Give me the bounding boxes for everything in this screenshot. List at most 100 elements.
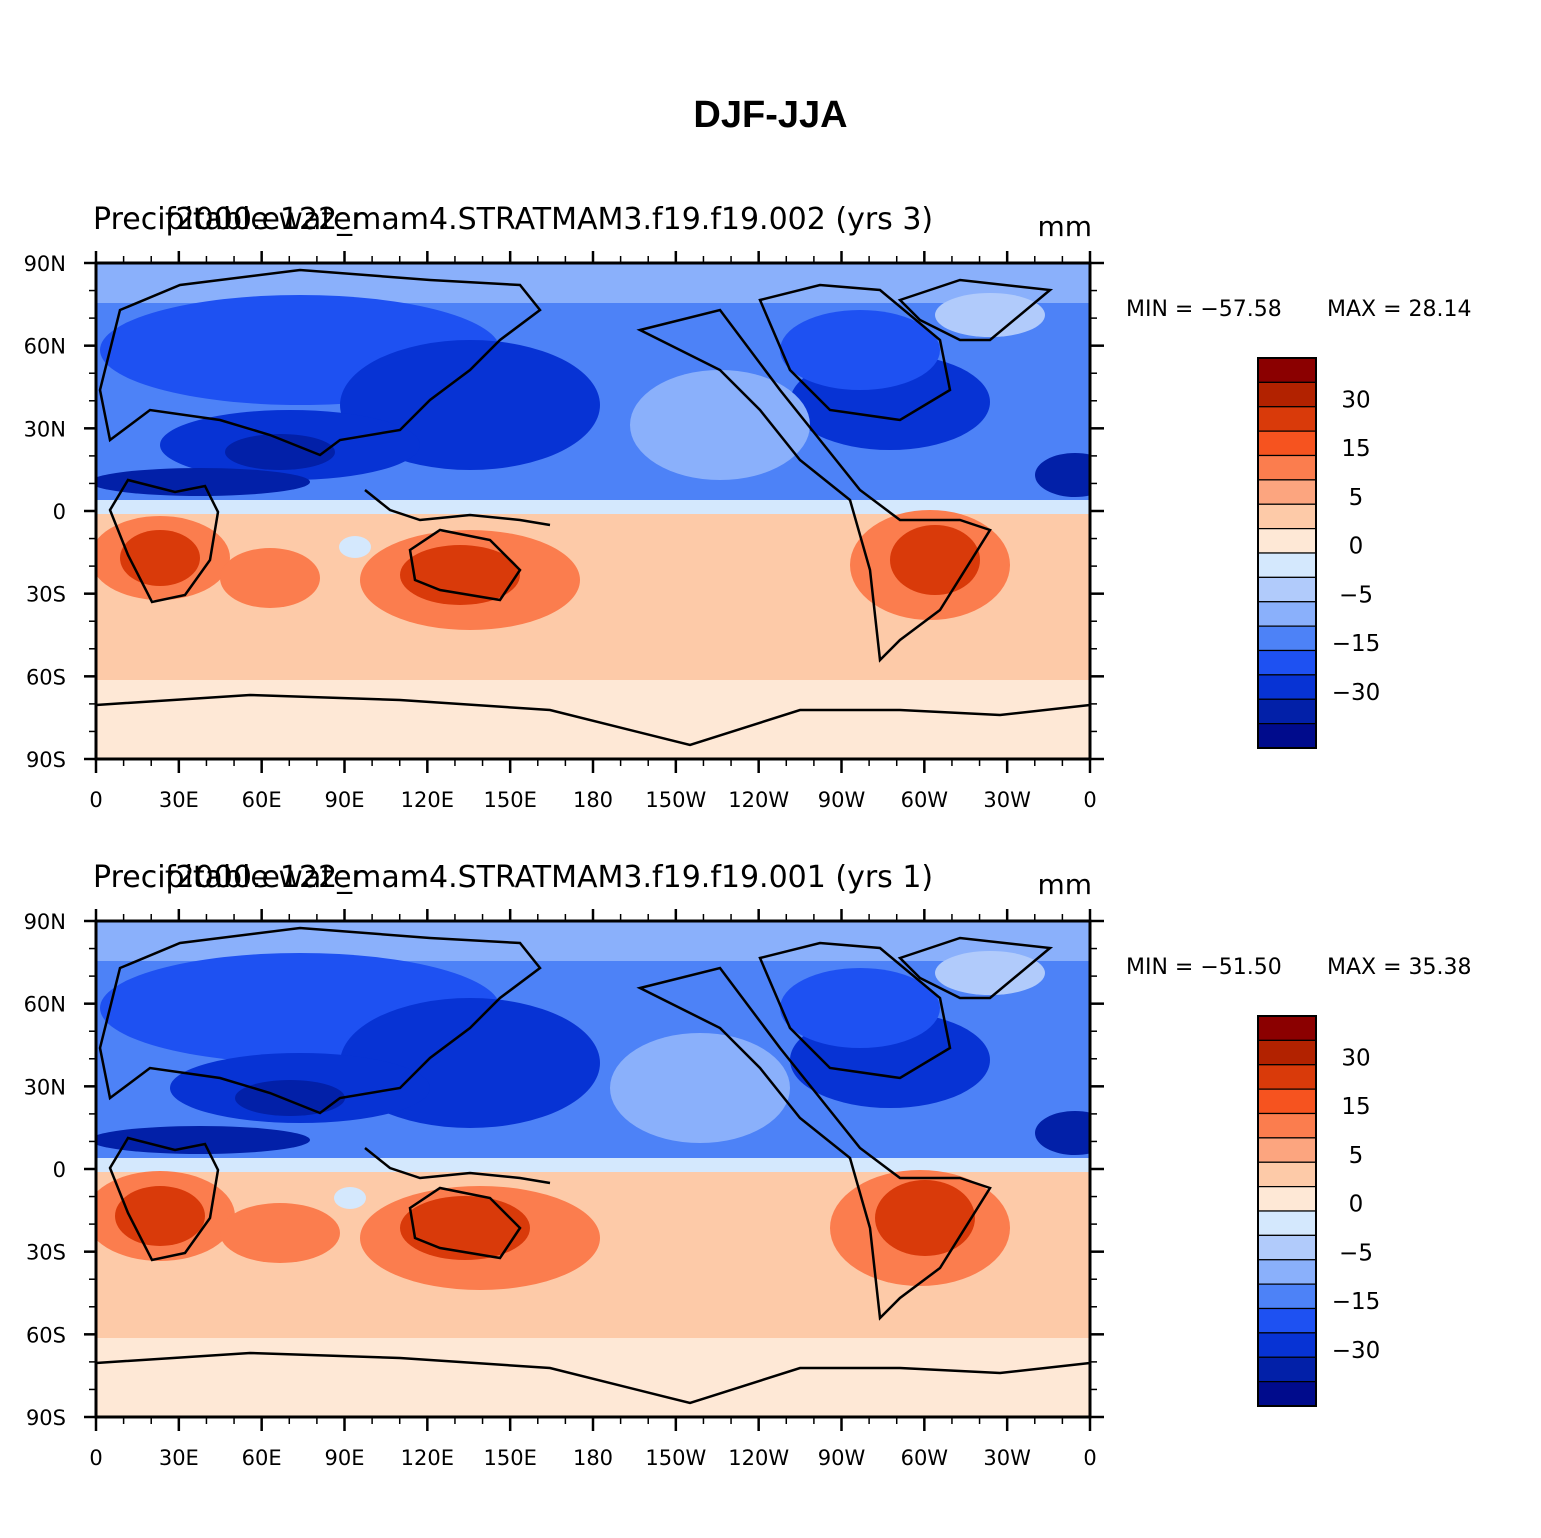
lat-tick-label: 90S [26, 1406, 66, 1430]
colorbar-box [1257, 1039, 1317, 1066]
colorbar-box [1257, 1283, 1317, 1310]
lon-tick-label: 60E [242, 1446, 282, 1470]
lon-tick-label: 30E [159, 1446, 199, 1470]
lat-tick-label: 60S [26, 665, 66, 689]
colorbar-box [1257, 1088, 1317, 1115]
longitude-axis: 0 30E 60E 90E 120E 150E 180 150W 120W 90W 60W 30W 0 [89, 909, 1097, 1470]
colorbar-box [1257, 1356, 1317, 1383]
lat-tick-label: 90S [26, 748, 66, 772]
colorbar-box [1257, 1112, 1317, 1139]
colorbar-label: 30 [1341, 1045, 1370, 1071]
lon-tick-label: 60W [901, 1446, 949, 1470]
colorbar-box [1257, 1381, 1317, 1407]
colorbar-box [1257, 649, 1317, 676]
map-plot-top: Precipitable water f2000.e122_mam4.STRAT… [24, 202, 1472, 812]
colorbar-box [1257, 1210, 1317, 1236]
lon-tick-label: 30W [983, 1446, 1031, 1470]
lon-tick-label: 150E [483, 788, 536, 812]
colorbar-box [1257, 1064, 1317, 1090]
lon-tick-label: 180 [573, 1446, 613, 1470]
lat-tick-label: 90N [24, 910, 66, 934]
lat-tick-label: 30S [26, 1241, 66, 1265]
colorbar-box [1257, 430, 1317, 457]
colorbar-box [1257, 552, 1317, 578]
lon-tick-label: 0 [1083, 1446, 1096, 1470]
min-label: MIN = −51.50 [1126, 955, 1282, 980]
precipitable-water-difference-field [96, 921, 1090, 1417]
max-label: MAX = 28.14 [1327, 297, 1472, 322]
units-label: mm [1037, 868, 1092, 901]
lat-tick-label: 60N [24, 335, 66, 359]
colorbar-label: −5 [1339, 582, 1373, 608]
panel-bottom: Precipitable water f2000.e122_mam4.STRAT… [0, 848, 1541, 1488]
lat-tick-label: 30N [24, 1075, 66, 1099]
lon-tick-label: 120W [728, 788, 789, 812]
lon-tick-label: 90E [325, 788, 365, 812]
continent-outlines [96, 926, 1090, 1405]
colorbar-label: −15 [1332, 631, 1381, 657]
case-title: f2000.e122_mam4.STRATMAM3.f19.f19.001 (y… [165, 860, 933, 895]
colorbar-box [1257, 674, 1317, 700]
colorbar-label: 5 [1349, 1143, 1364, 1169]
colorbar-box [1257, 1015, 1317, 1041]
lon-tick-label: 150W [645, 788, 706, 812]
lon-tick-label: 90E [325, 1446, 365, 1470]
colorbar: 30 15 5 0 −5 −15 −30 [1257, 357, 1381, 749]
colorbar-label: −15 [1332, 1289, 1381, 1315]
colorbar-box [1257, 1137, 1317, 1163]
colorbar-box [1257, 601, 1317, 627]
variable-label: Precipitable water [93, 202, 365, 237]
colorbar-label: 5 [1349, 485, 1364, 511]
lon-tick-label: 180 [573, 788, 613, 812]
colorbar-box [1257, 1332, 1317, 1358]
lon-tick-label: 60E [242, 788, 282, 812]
lon-tick-label: 90W [818, 1446, 866, 1470]
lat-tick-label: 0 [53, 500, 66, 524]
colorbar-box [1257, 357, 1317, 383]
figure-title: DJF-JJA [693, 94, 848, 136]
precipitable-water-difference-field [96, 263, 1090, 759]
lon-tick-label: 30W [983, 788, 1031, 812]
colorbar-label: 15 [1341, 436, 1370, 462]
min-label: MIN = −57.58 [1126, 297, 1282, 322]
lon-tick-label: 0 [89, 788, 102, 812]
lon-tick-label: 90W [818, 788, 866, 812]
colorbar-label: 0 [1349, 1192, 1364, 1218]
colorbar-label: −30 [1332, 680, 1381, 706]
lat-tick-label: 30N [24, 417, 66, 441]
colorbar-box [1257, 406, 1317, 432]
colorbar-box [1257, 1259, 1317, 1285]
lat-tick-label: 60S [26, 1323, 66, 1347]
colorbar-label: 15 [1341, 1094, 1370, 1120]
lon-tick-label: 60W [901, 788, 949, 812]
lat-tick-label: 90N [24, 252, 66, 276]
lat-tick-label: 30S [26, 583, 66, 607]
lat-tick-label: 0 [53, 1158, 66, 1182]
continent-outlines [96, 268, 1090, 747]
colorbar-label: −30 [1332, 1338, 1381, 1364]
colorbar-box [1257, 723, 1317, 749]
lon-tick-label: 0 [1083, 788, 1096, 812]
lon-tick-label: 120E [401, 1446, 454, 1470]
colorbar-box [1257, 381, 1317, 408]
colorbar-box [1257, 698, 1317, 725]
colorbar-box [1257, 1234, 1317, 1261]
lon-tick-label: 30E [159, 788, 199, 812]
colorbar-box [1257, 1186, 1317, 1212]
lon-tick-label: 150W [645, 1446, 706, 1470]
lon-tick-label: 120W [728, 1446, 789, 1470]
map-plot-bottom: Precipitable water f2000.e122_mam4.STRAT… [24, 860, 1472, 1470]
colorbar-label: −5 [1339, 1240, 1373, 1266]
max-label: MAX = 35.38 [1327, 955, 1472, 980]
lat-tick-label: 60N [24, 993, 66, 1017]
colorbar-box [1257, 528, 1317, 554]
longitude-axis: 0 30E 60E 90E 120E 150E 180 150W 120W 90W 60W 30W 0 [89, 251, 1097, 812]
panel-top: Precipitable water f2000.e122_mam4.STRAT… [0, 190, 1541, 830]
colorbar-box [1257, 1161, 1317, 1188]
colorbar-box [1257, 479, 1317, 505]
colorbar-box [1257, 576, 1317, 603]
colorbar-frame [1257, 1015, 1317, 1407]
lon-tick-label: 150E [483, 1446, 536, 1470]
units-label: mm [1037, 210, 1092, 243]
lon-tick-label: 0 [89, 1446, 102, 1470]
